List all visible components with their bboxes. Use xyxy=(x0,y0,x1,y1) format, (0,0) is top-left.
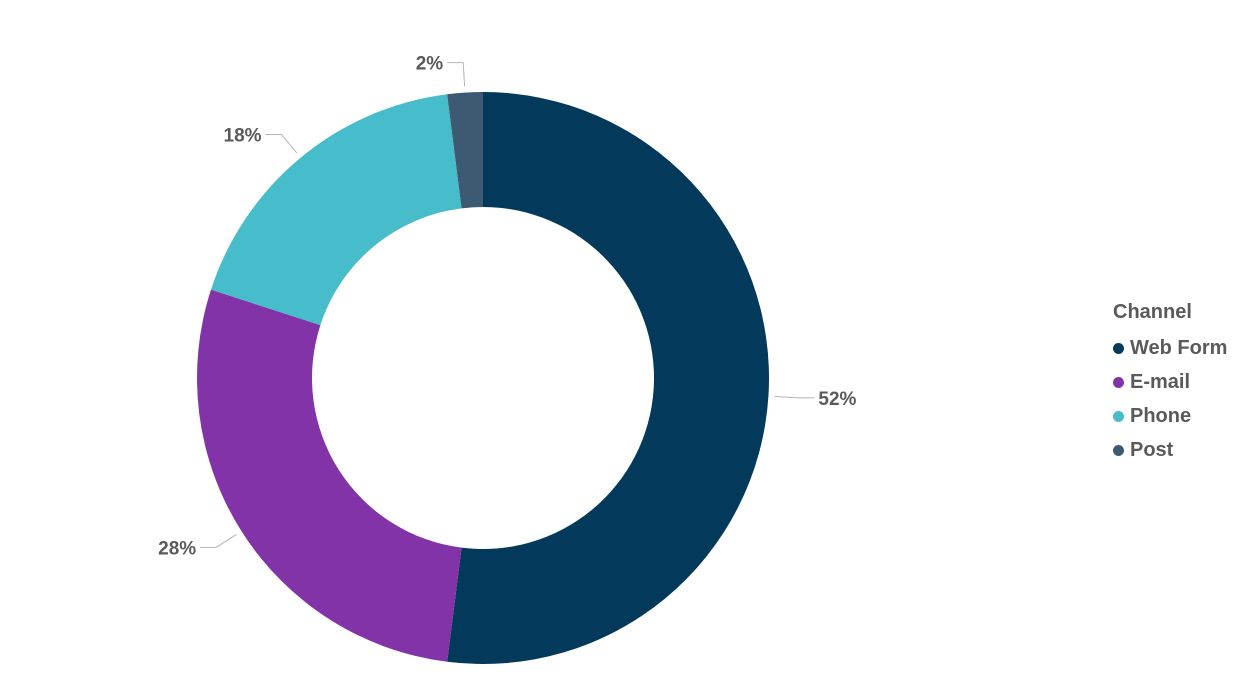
leader-line-e-mail xyxy=(200,534,237,548)
slice-post xyxy=(447,92,483,209)
legend-dot-icon xyxy=(1113,376,1124,388)
legend-label: Phone xyxy=(1130,404,1192,427)
legend-items: Web Form E-mail Phone Post xyxy=(1113,331,1227,467)
legend-label: Web Form xyxy=(1130,336,1228,359)
slice-phone xyxy=(210,94,462,326)
donut-slices xyxy=(197,92,769,664)
leader-line-post xyxy=(447,62,466,87)
donut-data-labels: 52% 28% 18% 2% xyxy=(158,54,856,560)
legend-label: Post xyxy=(1130,438,1174,461)
legend-dot-icon xyxy=(1113,410,1124,422)
legend-item-e-mail: E-mail xyxy=(1113,365,1227,399)
slice-web-form xyxy=(447,92,769,664)
legend-dot-icon xyxy=(1113,342,1124,354)
legend-item-web-form: Web Form xyxy=(1113,331,1227,365)
chart-legend: Channel Web Form E-mail Phone Post xyxy=(1113,299,1227,467)
legend-dot-icon xyxy=(1113,444,1124,456)
legend-item-post: Post xyxy=(1113,433,1227,467)
leader-line-phone xyxy=(265,134,298,154)
data-label-phone: 18% xyxy=(224,126,262,147)
legend-item-phone: Phone xyxy=(1113,399,1227,433)
leader-line-web-form xyxy=(774,395,815,399)
slice-e-mail xyxy=(197,289,462,662)
data-label-web-form: 52% xyxy=(818,389,856,410)
data-label-post: 2% xyxy=(416,54,444,75)
legend-label: E-mail xyxy=(1130,370,1191,393)
data-label-e-mail: 28% xyxy=(158,538,196,559)
legend-title: Channel xyxy=(1113,301,1192,323)
